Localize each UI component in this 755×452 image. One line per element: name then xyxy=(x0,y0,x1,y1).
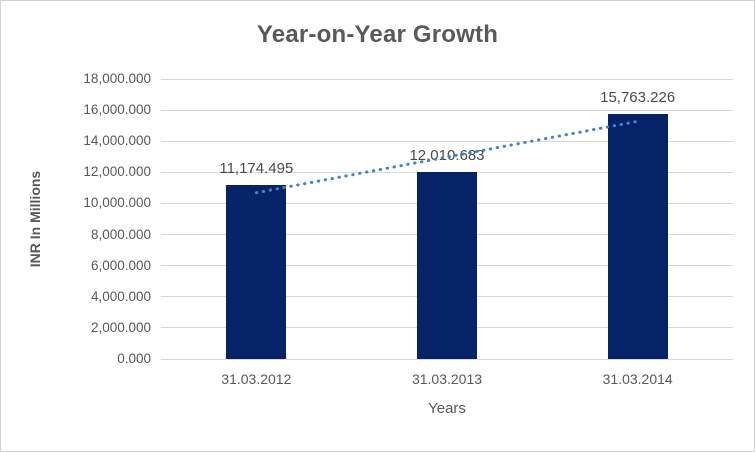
data-label: 11,174.495 xyxy=(219,160,294,178)
y-tick-label: 0.000 xyxy=(117,351,151,366)
bar xyxy=(607,113,668,359)
y-tick-label: 18,000.000 xyxy=(83,71,151,86)
y-tick-label: 10,000.000 xyxy=(83,195,151,211)
y-tick-label: 12,000.000 xyxy=(83,164,151,180)
y-tick-label: 14,000.000 xyxy=(83,133,151,149)
x-axis-title: Years xyxy=(428,400,466,417)
plot-area: 11,174.495 12,010.683 15,763.226 xyxy=(161,78,733,360)
y-tick-label: 4,000.000 xyxy=(90,288,151,304)
y-tick-label: 16,000.000 xyxy=(83,102,151,118)
x-tick-label: 31.03.2013 xyxy=(411,371,483,387)
chart-title: Year-on-Year Growth xyxy=(256,21,499,48)
gridline xyxy=(161,109,733,111)
y-axis-title-text: INR In Millions xyxy=(27,170,44,268)
trendline xyxy=(254,119,640,195)
gridline xyxy=(161,140,733,142)
data-label: 15,763.226 xyxy=(600,88,676,106)
bar xyxy=(417,172,477,359)
x-tick-label: 31.03.2012 xyxy=(221,371,292,387)
y-tick-label: 2,000.000 xyxy=(90,319,151,335)
bar xyxy=(226,185,287,359)
x-tick-label: 31.03.2014 xyxy=(602,371,673,387)
y-tick-label: 8,000.000 xyxy=(90,226,151,242)
y-axis-title: INR In Millions xyxy=(25,79,45,359)
gridline xyxy=(161,78,733,80)
y-tick-label: 6,000.000 xyxy=(90,257,151,273)
gridline xyxy=(161,358,733,360)
